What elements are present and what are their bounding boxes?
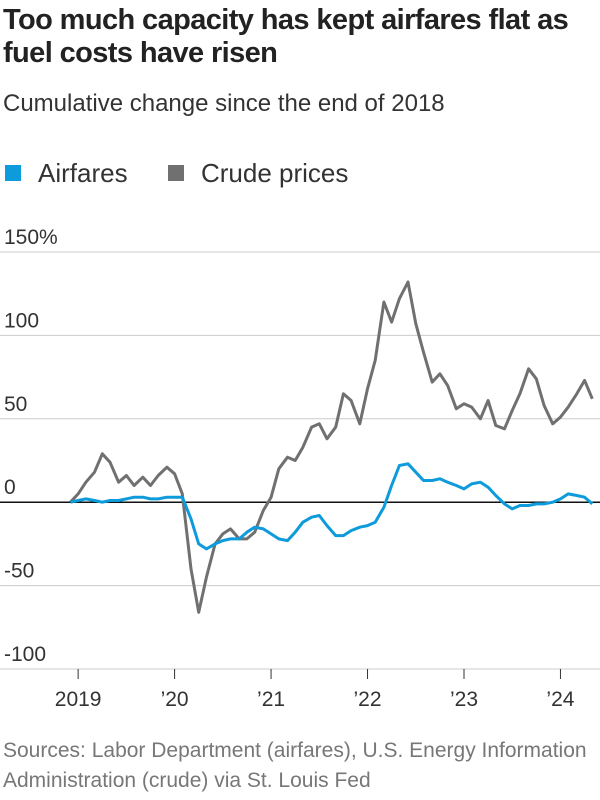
- y-tick-label: 100: [4, 309, 39, 332]
- x-tick-label: ’24: [546, 688, 574, 711]
- legend-swatch: [168, 165, 184, 181]
- x-tick-label: ’20: [161, 688, 189, 711]
- y-tick-label: -100: [4, 643, 46, 666]
- legend-label: Airfares: [38, 158, 128, 188]
- y-tick-label: 50: [4, 393, 27, 416]
- series-line: [70, 462, 594, 551]
- x-tick-label: 2019: [55, 688, 102, 711]
- legend-label: Crude prices: [201, 158, 348, 188]
- source-note: Sources: Labor Department (airfares), U.…: [3, 739, 587, 792]
- y-tick-label: 150%: [4, 226, 58, 249]
- chart-subtitle: Cumulative change since the end of 2018: [3, 90, 445, 117]
- x-tick-label: ’23: [450, 688, 478, 711]
- x-tick-label: ’21: [257, 688, 285, 711]
- chart-title: Too much capacity has kept airfares flat…: [3, 4, 569, 69]
- y-tick-label: -50: [4, 560, 34, 583]
- series-line: [69, 280, 594, 614]
- y-tick-label: 0: [4, 476, 16, 499]
- legend-swatch: [5, 165, 21, 181]
- chart: Airfares Crude prices -100 -50 0 50 100 150% 201…: [0, 158, 600, 711]
- x-tick-label: ’22: [354, 688, 382, 711]
